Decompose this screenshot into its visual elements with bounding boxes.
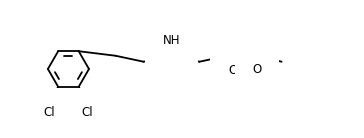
Text: NH: NH — [163, 34, 180, 47]
Text: O: O — [253, 63, 262, 76]
Text: Cl: Cl — [82, 106, 93, 119]
Text: O: O — [228, 64, 237, 77]
Text: Cl: Cl — [44, 106, 55, 119]
